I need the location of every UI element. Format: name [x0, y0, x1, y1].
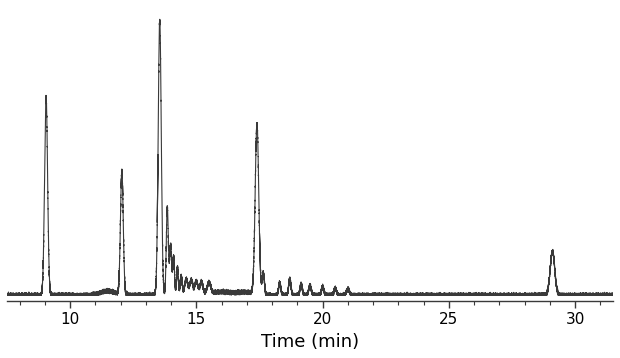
- X-axis label: Time (min): Time (min): [261, 333, 359, 351]
